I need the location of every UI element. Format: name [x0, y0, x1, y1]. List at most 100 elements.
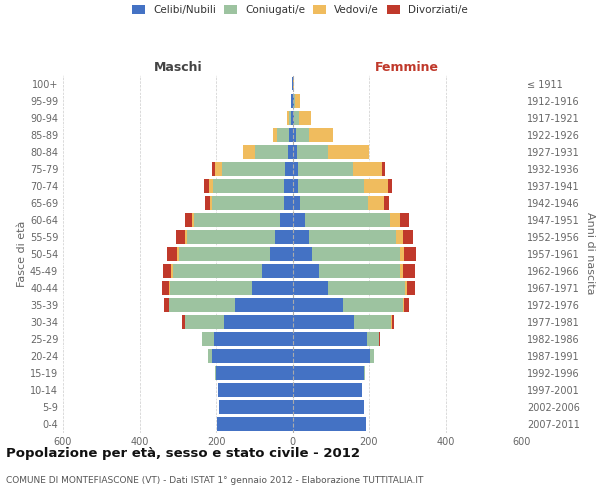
Bar [400, 212, 409, 226]
Bar [389, 212, 400, 226]
Bar [297, 144, 328, 158]
Bar [194, 212, 280, 226]
Bar [293, 383, 362, 397]
Bar [379, 332, 380, 346]
Bar [293, 162, 298, 175]
Bar [298, 178, 364, 192]
Bar [293, 128, 296, 141]
Bar [367, 332, 379, 346]
Bar [217, 417, 293, 431]
Bar [407, 281, 415, 295]
Bar [215, 366, 216, 380]
Bar [185, 315, 224, 329]
Bar [293, 315, 355, 329]
Y-axis label: Fasce di età: Fasce di età [17, 220, 27, 287]
Bar [300, 196, 368, 209]
Bar [290, 94, 292, 108]
Bar [400, 264, 403, 278]
Bar [256, 144, 288, 158]
Bar [185, 230, 187, 243]
Bar [295, 94, 300, 108]
Bar [293, 110, 295, 124]
Bar [313, 247, 400, 260]
Bar [404, 247, 416, 260]
Bar [292, 94, 293, 108]
Bar [355, 315, 391, 329]
Bar [179, 247, 271, 260]
Bar [293, 247, 313, 260]
Bar [368, 196, 385, 209]
Bar [210, 196, 212, 209]
Text: Femmine: Femmine [375, 61, 439, 74]
Bar [305, 212, 389, 226]
Bar [400, 247, 404, 260]
Bar [214, 332, 293, 346]
Bar [385, 196, 389, 209]
Bar [216, 366, 293, 380]
Bar [163, 264, 171, 278]
Bar [285, 162, 293, 175]
Bar [170, 281, 253, 295]
Bar [212, 162, 215, 175]
Bar [293, 332, 367, 346]
Bar [284, 178, 293, 192]
Bar [293, 212, 305, 226]
Bar [319, 264, 400, 278]
Bar [293, 196, 300, 209]
Bar [287, 110, 289, 124]
Bar [209, 178, 214, 192]
Bar [293, 417, 366, 431]
Bar [212, 349, 293, 363]
Bar [243, 144, 256, 158]
Bar [171, 264, 173, 278]
Bar [293, 281, 328, 295]
Bar [353, 162, 382, 175]
Bar [403, 230, 413, 243]
Bar [292, 76, 293, 90]
Bar [293, 76, 295, 90]
Bar [328, 281, 405, 295]
Bar [293, 400, 364, 414]
Bar [176, 230, 185, 243]
Bar [396, 230, 403, 243]
Bar [215, 162, 222, 175]
Bar [364, 366, 365, 380]
Bar [403, 298, 404, 312]
Bar [178, 247, 179, 260]
Bar [235, 298, 293, 312]
Bar [293, 230, 308, 243]
Bar [392, 315, 394, 329]
Bar [185, 212, 192, 226]
Bar [164, 298, 169, 312]
Bar [388, 178, 392, 192]
Bar [293, 349, 370, 363]
Bar [293, 94, 295, 108]
Bar [284, 196, 293, 209]
Bar [290, 110, 293, 124]
Bar [293, 144, 297, 158]
Bar [204, 178, 209, 192]
Bar [293, 178, 298, 192]
Bar [403, 264, 415, 278]
Bar [208, 349, 212, 363]
Bar [253, 281, 293, 295]
Bar [289, 110, 290, 124]
Bar [328, 144, 368, 158]
Y-axis label: Anni di nascita: Anni di nascita [585, 212, 595, 295]
Bar [173, 264, 262, 278]
Bar [370, 349, 374, 363]
Text: COMUNE DI MONTEFIASCONE (VT) - Dati ISTAT 1° gennaio 2012 - Elaborazione TUTTITA: COMUNE DI MONTEFIASCONE (VT) - Dati ISTA… [6, 476, 424, 485]
Bar [295, 110, 299, 124]
Bar [222, 162, 285, 175]
Bar [296, 128, 308, 141]
Bar [298, 162, 353, 175]
Bar [288, 144, 293, 158]
Bar [182, 315, 185, 329]
Bar [218, 383, 293, 397]
Bar [205, 196, 210, 209]
Bar [405, 281, 407, 295]
Bar [169, 298, 235, 312]
Bar [275, 230, 293, 243]
Bar [272, 128, 277, 141]
Bar [167, 247, 178, 260]
